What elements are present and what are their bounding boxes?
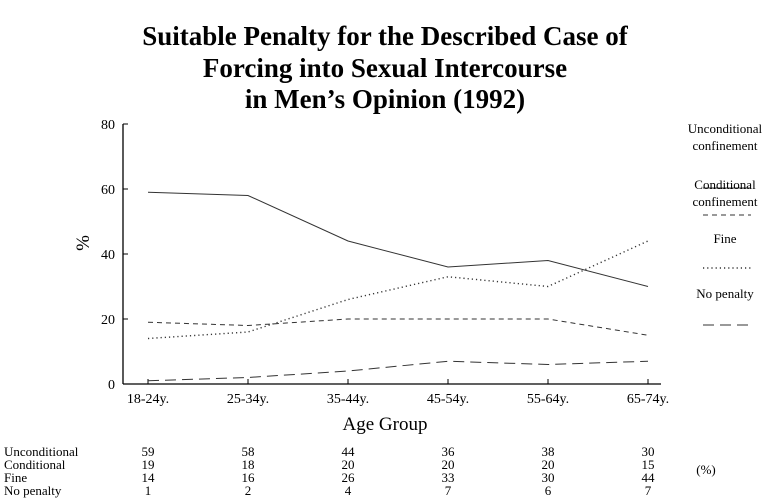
table-cell: 30 <box>642 444 655 459</box>
table-cell: 44 <box>342 444 356 459</box>
chart-title-line: in Men’s Opinion (1992) <box>245 84 525 114</box>
table-cell: 26 <box>342 470 356 485</box>
x-tick-label: 65-74y. <box>627 392 669 407</box>
y-axis-title: % <box>73 235 94 251</box>
table-row-label: Conditional <box>4 457 66 472</box>
legend-label: confinement <box>693 194 758 209</box>
y-tick-label: 0 <box>108 378 115 393</box>
legend-label: Unconditional <box>688 121 763 136</box>
table-row-label: Fine <box>4 470 27 485</box>
data-table: Unconditional 59 58 44 36 38 30 Conditional 19 18… <box>4 444 716 498</box>
table-unit: (%) <box>696 462 716 477</box>
table-cell: 33 <box>442 470 455 485</box>
table-cell: 18 <box>242 457 255 472</box>
x-tick-label: 55-64y. <box>527 392 569 407</box>
table-cell: 20 <box>342 457 355 472</box>
table-cell: 38 <box>542 444 555 459</box>
table-cell: 6 <box>545 483 552 498</box>
x-tick-label: 25-34y. <box>227 392 269 407</box>
table-cell: 36 <box>442 444 456 459</box>
legend: Unconditional confinement Conditional confi… <box>688 121 763 326</box>
x-tick-label: 18-24y. <box>127 392 169 407</box>
table-cell: 14 <box>142 470 156 485</box>
chart-title: Suitable Penalty for the Described Case … <box>142 21 628 114</box>
x-tick-label: 45-54y. <box>427 392 469 407</box>
table-cell: 16 <box>242 470 256 485</box>
table-cell: 19 <box>142 457 155 472</box>
series-line-3 <box>147 360 649 382</box>
table-cell: 30 <box>542 470 555 485</box>
series-lines <box>147 191 649 382</box>
legend-label: confinement <box>693 138 758 153</box>
x-tick-label: 35-44y. <box>327 392 369 407</box>
y-tick-label: 40 <box>101 248 115 263</box>
x-axis-ticks: 18-24y. 25-34y. 35-44y. 45-54y. 55-64y. 65-74… <box>127 379 669 435</box>
y-tick-label: 80 <box>101 118 115 133</box>
table-cell: 20 <box>542 457 555 472</box>
y-axis-ticks: 0 20 40 60 80% <box>73 118 128 393</box>
table-row-label: No penalty <box>4 483 62 498</box>
table-cell: 7 <box>645 483 652 498</box>
chart-title-line: Forcing into Sexual Intercourse <box>203 53 567 83</box>
y-tick-label: 20 <box>101 313 115 328</box>
x-axis-title: Age Group <box>343 414 428 435</box>
legend-label: Conditional <box>694 177 756 192</box>
series-line-0 <box>147 191 649 287</box>
axes <box>122 124 661 385</box>
table-cell: 20 <box>442 457 455 472</box>
legend-label: Fine <box>713 231 736 246</box>
table-cell: 58 <box>242 444 255 459</box>
series-line-1 <box>147 318 649 336</box>
table-cell: 44 <box>642 470 656 485</box>
y-tick-label: 60 <box>101 183 115 198</box>
table-row-label: Unconditional <box>4 444 79 459</box>
series-line-2 <box>147 240 649 340</box>
table-cell: 1 <box>145 483 152 498</box>
legend-label: No penalty <box>696 286 754 301</box>
table-cell: 7 <box>445 483 452 498</box>
table-cell: 59 <box>142 444 155 459</box>
table-cell: 15 <box>642 457 655 472</box>
chart-title-line: Suitable Penalty for the Described Case … <box>142 21 628 51</box>
table-cell: 2 <box>245 483 252 498</box>
table-cell: 4 <box>345 483 352 498</box>
